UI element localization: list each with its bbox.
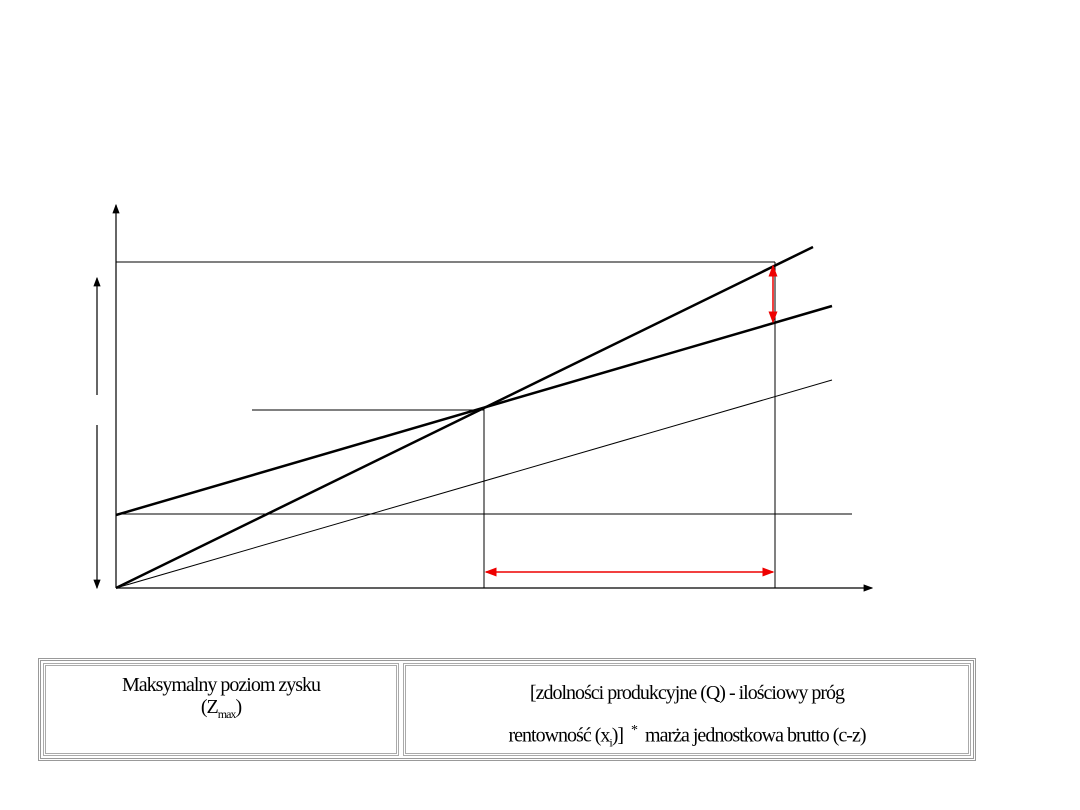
operator: * <box>631 723 638 738</box>
text: ) <box>235 696 242 718</box>
variable-cost-line <box>115 379 833 589</box>
revenue-line <box>115 245 814 590</box>
subscript: i <box>609 735 613 750</box>
formula-left: Maksymalny poziom zysku (Zmax) <box>43 663 399 756</box>
formula-right: [zdolności produkcyjne (Q) - ilościowy p… <box>403 663 971 756</box>
text: rentowność (x <box>508 724 611 747</box>
subscript: max <box>217 707 237 721</box>
text: [zdolności produkcyjne (Q) - ilościowy p… <box>529 682 845 704</box>
formula-table: Maksymalny poziom zysku (Zmax) [zdolnośc… <box>38 658 976 761</box>
text: Maksymalny poziom zysku <box>121 674 321 696</box>
text: marża jednostkowa brutto (c-z) <box>645 724 866 747</box>
text: )] <box>611 724 624 747</box>
text: (Z <box>200 696 219 718</box>
